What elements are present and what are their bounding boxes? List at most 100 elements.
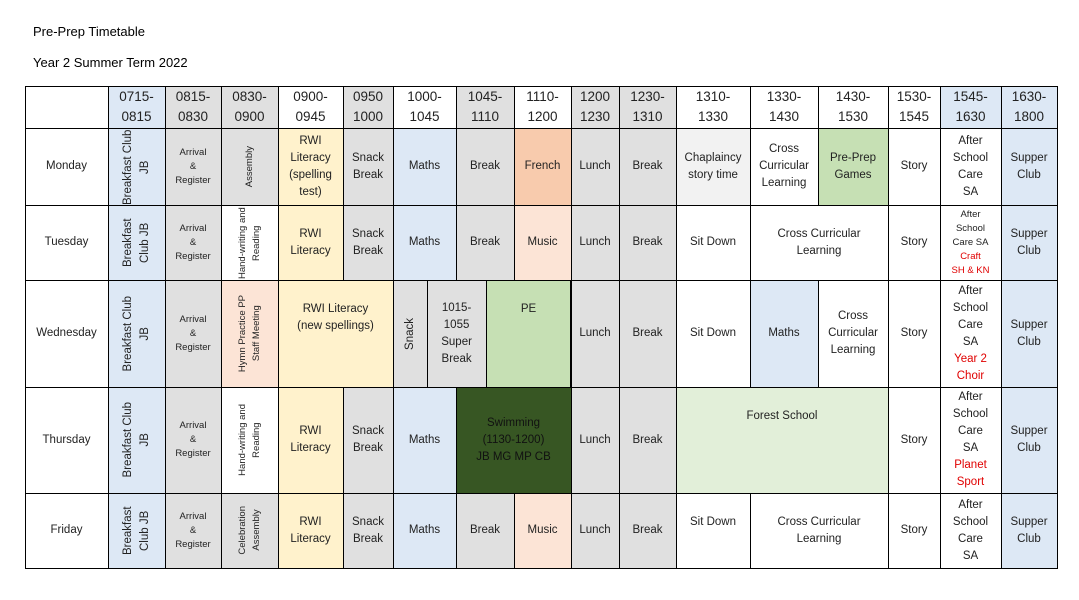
cell-text: Breakfast Club JB xyxy=(121,218,151,267)
timetable-cell: After School Care SA Planet Sport xyxy=(939,386,1002,494)
cell-text: Lunch xyxy=(579,236,611,248)
timetable-cell: RWI Literacy xyxy=(277,386,344,494)
timetable-cell: Sit Down xyxy=(675,279,751,388)
cell-text: Snack Break xyxy=(352,227,384,257)
cell-text: Maths xyxy=(768,327,800,339)
cell-text: Maths xyxy=(408,236,441,248)
timetable-cell: Music xyxy=(513,204,572,281)
timetable-cell: Lunch xyxy=(570,386,620,494)
cell-text: Breakfast Club JB xyxy=(121,506,151,555)
timetable-cell: Assembly xyxy=(220,127,279,206)
cell-text: Cross Curricular Learning xyxy=(759,143,809,189)
timetable-cell: Break xyxy=(618,279,677,388)
timetable-cell: Maths xyxy=(392,127,457,206)
timetable-cell: Arrival & Register xyxy=(164,127,222,206)
cell-text: Chaplaincy story time xyxy=(684,151,742,181)
cell-text: After School Care SA xyxy=(952,391,989,454)
timetable-cell: Snack xyxy=(392,279,428,388)
header-label: 1330- 1430 xyxy=(766,89,802,124)
cell-text: RWI Literacy xyxy=(290,425,331,454)
cell-text: Lunch xyxy=(579,160,611,172)
timetable-cell: Break xyxy=(455,127,515,206)
header-cell: 1230- 1310 xyxy=(618,85,677,129)
cell-text: Breakfast Club JB xyxy=(121,295,151,372)
timetable-cell: Maths xyxy=(392,386,457,494)
cell-text: Maths xyxy=(408,160,441,172)
day-cell: Wednesday xyxy=(24,279,109,388)
timetable-cell: Lunch xyxy=(570,127,620,206)
timetable-cell: PE xyxy=(485,279,572,388)
day-cell: Tuesday xyxy=(24,204,109,281)
header-label: 1530- 1545 xyxy=(896,89,932,124)
header-label: 1545- 1630 xyxy=(953,89,988,124)
timetable-cell: Snack Break xyxy=(342,386,394,494)
header-label: 1230- 1310 xyxy=(630,89,665,124)
cell-text: After School Care SA xyxy=(952,284,989,348)
timetable-cell: Snack Break xyxy=(342,127,394,206)
timetable-cell: Maths xyxy=(749,279,819,388)
cell-text: Supper Club xyxy=(1010,318,1048,348)
timetable-cell: After School Care SA xyxy=(939,127,1002,206)
header-cell: 1630- 1800 xyxy=(1000,85,1058,129)
timetable-cell: Supper Club xyxy=(1000,127,1058,206)
subtitle: Year 2 Summer Term 2022 xyxy=(33,55,188,70)
timetable-cell: After School Care SA Craft SH & KN xyxy=(939,204,1002,281)
cell-text: After School Care SA xyxy=(952,134,989,198)
timetable-cell: Music xyxy=(513,492,572,569)
cell-text: Break xyxy=(632,327,663,339)
cell-text: Story xyxy=(900,433,928,446)
header-cell: 1000- 1045 xyxy=(392,85,457,129)
header-cell: 1430- 1530 xyxy=(817,85,889,129)
cell-text: Music xyxy=(527,236,558,248)
header-cell: 1110- 1200 xyxy=(513,85,572,129)
timetable-cell: Forest School xyxy=(675,386,889,494)
timetable-cell: Arrival & Register xyxy=(164,204,222,281)
timetable-cell: Cross Curricular Learning xyxy=(749,204,889,281)
timetable-cell: Pre-Prep Games xyxy=(817,127,889,206)
cell-note: Year 2 Choir xyxy=(954,352,987,382)
timetable-cell: After School Care SA xyxy=(939,492,1002,569)
cell-text: Hand-writing and Reading xyxy=(236,404,262,476)
day-label: Friday xyxy=(50,524,83,536)
cell-text: Hymn Practice PP Staff Meeting xyxy=(236,294,262,373)
timetable-cell: Celebration Assembly xyxy=(220,492,279,569)
timetable-cell: Breakfast Club JB xyxy=(107,279,166,388)
cell-text: Story xyxy=(900,160,928,172)
cell-text: After School Care SA xyxy=(952,498,989,562)
day-label: Wednesday xyxy=(36,327,97,339)
timetable-cell: RWI Literacy xyxy=(277,492,344,569)
cell-text: Arrival & Register xyxy=(175,510,211,550)
timetable-cell: Hand-writing and Reading xyxy=(220,386,279,494)
cell-text: Assembly xyxy=(243,145,255,188)
cell-text: Arrival & Register xyxy=(175,313,211,353)
timetable-cell: Lunch xyxy=(570,492,620,569)
cell-text: Arrival & Register xyxy=(175,222,211,262)
header-label: 0830- 0900 xyxy=(232,89,267,124)
cell-text: Supper Club xyxy=(1010,425,1048,454)
cell-text: Supper Club xyxy=(1010,515,1048,545)
timetable-cell: Supper Club xyxy=(1000,204,1058,281)
cell-text: Story xyxy=(900,327,928,339)
header-cell: 1530- 1545 xyxy=(887,85,941,129)
header-cell: 0950 1000 xyxy=(342,85,394,129)
timetable-cell: French xyxy=(513,127,572,206)
cell-text: Swimming (1130-1200) JB MG MP CB xyxy=(476,416,551,463)
timetable-cell: Cross Curricular Learning xyxy=(817,279,889,388)
timetable-cell: Arrival & Register xyxy=(164,279,222,388)
header-cell: 0715- 0815 xyxy=(107,85,166,129)
cell-text: French xyxy=(524,160,561,172)
timetable-cell: Supper Club xyxy=(1000,492,1058,569)
timetable-cell: Story xyxy=(887,127,941,206)
cell-text: Break xyxy=(632,433,663,446)
timetable-cell: Break xyxy=(455,492,515,569)
timetable-cell: RWI Literacy (spelling test) xyxy=(277,127,344,206)
header-label: 1200 1230 xyxy=(579,89,611,124)
timetable-cell: Supper Club xyxy=(1000,386,1058,494)
timetable-cell: Arrival & Register xyxy=(164,386,222,494)
timetable-cell: Arrival & Register xyxy=(164,492,222,569)
timetable-cell: RWI Literacy xyxy=(277,204,344,281)
day-cell: Monday xyxy=(24,127,109,206)
header-label: 1045- 1110 xyxy=(467,89,503,124)
header-label: 1110- 1200 xyxy=(526,89,559,124)
